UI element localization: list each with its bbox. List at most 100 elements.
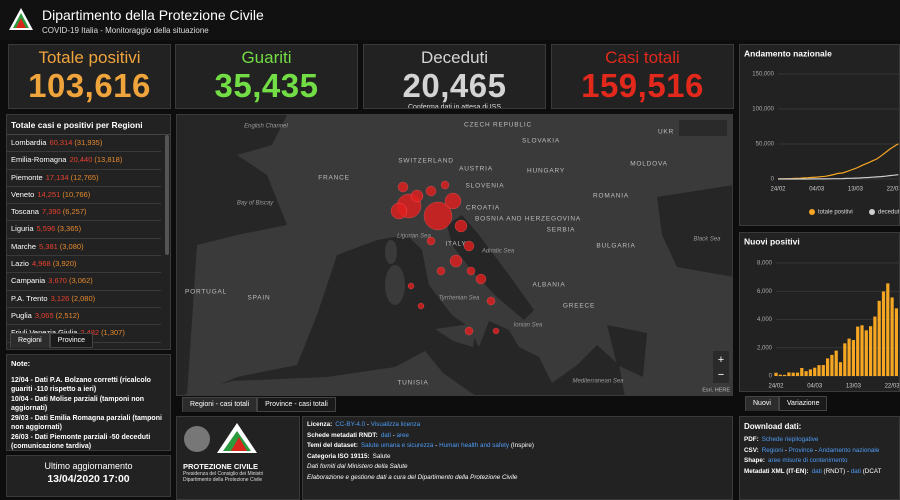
line-text: (DCAT	[860, 467, 882, 475]
link[interactable]: dati	[380, 431, 391, 439]
bar	[826, 358, 830, 376]
kpi-box: Guariti 35,435	[175, 44, 358, 109]
region-total: 5,596	[36, 224, 56, 234]
tab[interactable]: Province - casi totali	[257, 397, 336, 412]
update-value: 13/04/2020 17:00	[47, 473, 130, 485]
x-tick-label: 04/03	[809, 187, 825, 193]
link[interactable]: Human health and safety	[439, 442, 510, 449]
line-label: CSV:	[744, 446, 759, 454]
tab[interactable]: Regioni	[10, 333, 50, 348]
region-positive: (6,257)	[62, 207, 87, 217]
link[interactable]: Schede riepilogative	[761, 436, 819, 443]
zoom-control[interactable]	[713, 351, 729, 383]
kpi-label: Guariti	[241, 48, 292, 67]
tab[interactable]: Variazione	[778, 396, 828, 411]
map-bubble[interactable]	[426, 236, 436, 246]
tab[interactable]: Province	[49, 333, 93, 348]
map-bubble[interactable]	[486, 296, 496, 306]
sea-label: Ligurian Sea	[397, 234, 431, 240]
map-bubble[interactable]	[454, 219, 468, 233]
kpi-label: Deceduti	[420, 48, 489, 67]
line-label: Temi del dataset:	[307, 442, 358, 449]
country-label: SERBIA	[547, 227, 576, 234]
line-label: Schede metadati RNDT:	[307, 431, 378, 439]
map-bubble[interactable]	[444, 192, 462, 210]
zoom-button[interactable]: +	[718, 354, 724, 366]
island	[385, 265, 405, 305]
logo-line: Presidenza del Consiglio dei Ministri	[183, 471, 264, 477]
region-positive: (13,818)	[94, 155, 123, 165]
info-line: Licenza: CC-BY-4.0 - Visualizza licenza	[307, 420, 728, 431]
map-bubble[interactable]	[475, 273, 487, 285]
country-label: MOLDOVA	[630, 161, 668, 168]
link[interactable]: Province	[788, 446, 814, 454]
link[interactable]: Regioni	[761, 446, 784, 454]
map-panel: FRANCE SWITZERLAND AUSTRIA CZECH REPUBLIC SL…	[176, 114, 733, 396]
map-bubble[interactable]	[390, 202, 408, 220]
map-bubble[interactable]	[397, 181, 409, 193]
map-toolbar[interactable]	[679, 120, 727, 136]
scrollbar	[165, 135, 169, 255]
line-text: -	[365, 421, 371, 428]
map-label-layer: FRANCE SWITZERLAND AUSTRIA CZECH REPUBLIC SL…	[185, 122, 721, 387]
y-tick-label: 150,000	[752, 72, 774, 78]
zoom-button[interactable]: −	[718, 369, 724, 381]
bar	[817, 365, 821, 376]
link[interactable]: Salute umana e sicurezza	[360, 442, 434, 449]
bar	[774, 372, 778, 376]
map-bubble[interactable]	[417, 302, 425, 310]
link[interactable]: Visualizza licenza	[370, 421, 421, 428]
link[interactable]: dati	[811, 467, 822, 475]
bar	[856, 326, 860, 376]
bar	[791, 372, 795, 376]
sea	[196, 235, 625, 395]
map-bubble[interactable]	[464, 326, 474, 336]
sea-label: Mediterranean Sea	[572, 379, 624, 385]
tab[interactable]: Regioni - casi totali	[182, 397, 258, 412]
island	[385, 240, 397, 264]
info-line: Metadati XML (IT-EN): dati (RNDT) - dati …	[744, 467, 895, 478]
regions-list: Lombardia 60,314 (31,935) Emilia-Romagna 20,…	[7, 135, 170, 343]
new-panel: Nuovi positivi 0 2,000 4,000 6,000 8,000 24/02…	[739, 232, 900, 392]
bar	[838, 362, 843, 376]
y-tick-label: 2,000	[757, 345, 773, 351]
line-text: -	[390, 431, 397, 439]
land	[183, 351, 475, 395]
map-bubble[interactable]	[440, 180, 450, 190]
link[interactable]: Andamento nazionale	[818, 446, 880, 454]
logo-name: PROTEZIONE CIVILE	[183, 462, 259, 471]
region-row: Marche 5,381 (3,080)	[7, 239, 161, 257]
bar	[778, 374, 782, 376]
map-bubble[interactable]	[425, 185, 437, 197]
map-bubble[interactable]	[463, 240, 475, 252]
map-bubble[interactable]	[410, 189, 424, 203]
sea-label: English Channel	[244, 124, 288, 130]
country-label: FRANCE	[318, 175, 350, 182]
y-tick-label: 0	[769, 374, 773, 380]
sea	[177, 115, 287, 395]
map-tabs: Regioni - casi totali Province - casi tot…	[182, 397, 336, 412]
region-row: Toscana 7,390 (6,257)	[7, 204, 161, 222]
region-name: Campania	[11, 276, 46, 286]
map-bubble[interactable]	[407, 282, 415, 290]
link[interactable]: aree misure di contenimento	[768, 457, 848, 464]
bar	[843, 343, 847, 376]
link[interactable]: dati	[850, 467, 861, 475]
map-bubble[interactable]	[449, 254, 463, 268]
line-label: Metadati XML (IT-EN):	[744, 467, 809, 475]
x-tick-label: 24/02	[768, 384, 784, 390]
map-bubble[interactable]	[466, 266, 476, 276]
tab[interactable]: Nuovi	[745, 396, 779, 411]
map-bubble[interactable]	[423, 201, 453, 231]
map-bubble[interactable]	[436, 266, 446, 276]
kpi-box: Deceduti 20,465 Conferma dati in attesa di…	[363, 44, 546, 109]
bar	[864, 330, 868, 376]
sea-label: Bay of Biscay	[237, 201, 274, 207]
link[interactable]: aree	[396, 431, 410, 439]
link[interactable]: CC-BY-4.0	[335, 421, 366, 428]
map-bubble[interactable]	[492, 327, 500, 335]
region-total: 4,968	[31, 259, 51, 269]
region-positive: (12,765)	[70, 172, 99, 182]
country-label: TUNISIA	[397, 380, 428, 387]
x-tick-label: 13/03	[848, 187, 864, 193]
